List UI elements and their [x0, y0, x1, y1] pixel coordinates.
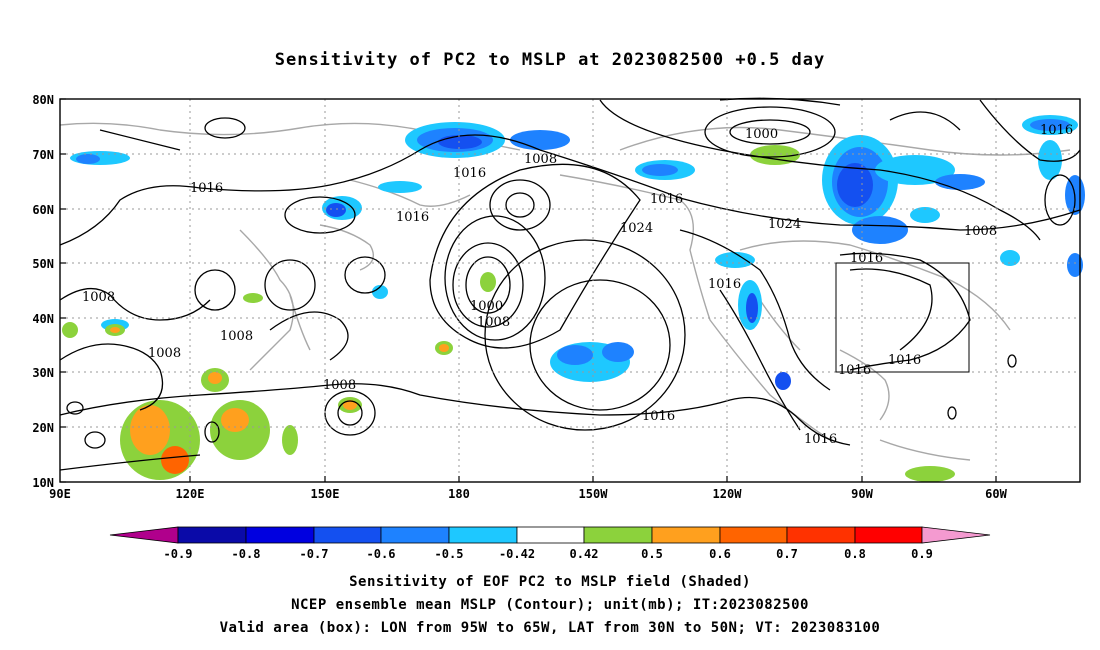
- contour-labels: 1016 1016 1016 1016 1016 1016 1016 1016 …: [82, 123, 1073, 447]
- lon-label: 90E: [49, 487, 71, 501]
- contour-label: 1016: [888, 353, 921, 368]
- colorbar-label: -0.8: [232, 547, 261, 561]
- mslp-contours: [59, 97, 1081, 471]
- lat-label: 70N: [32, 148, 54, 162]
- colorbar-bin: [854, 526, 923, 544]
- contour-label: 1024: [768, 217, 801, 232]
- contour-label: 1024: [620, 221, 653, 236]
- lon-label: 150W: [579, 487, 609, 501]
- colorbar: -0.9 -0.8 -0.7 -0.6 -0.5 -0.42 0.42 0.5 …: [109, 526, 991, 561]
- colorbar-bin: [583, 526, 653, 544]
- lat-label: 40N: [32, 312, 54, 326]
- axis-ticks: [60, 98, 997, 483]
- contour-label: 1016: [708, 277, 741, 292]
- contour-label: 1016: [190, 181, 223, 196]
- colorbar-bin: [516, 526, 585, 544]
- longitude-labels: 90E 120E 150E 180 150W 120W 90W 60W: [49, 487, 1007, 501]
- colorbar-bin: [448, 526, 518, 544]
- colorbar-bin: [786, 526, 856, 544]
- colorbar-label: 0.6: [709, 547, 731, 561]
- colorbar-label: -0.42: [499, 547, 535, 561]
- colorbar-label: -0.7: [300, 547, 329, 561]
- contour-label: 1016: [453, 166, 486, 181]
- contour-label: 1016: [1040, 123, 1073, 138]
- lat-label: 10N: [32, 476, 54, 490]
- colorbar-label: 0.8: [844, 547, 866, 561]
- valid-area-box: [835, 262, 970, 373]
- contour-label: 1008: [524, 152, 557, 167]
- caption-line-1: Sensitivity of EOF PC2 to MSLP field (Sh…: [349, 574, 751, 590]
- colorbar-bin: [719, 526, 788, 544]
- colorbar-label: 0.9: [911, 547, 933, 561]
- colorbar-max-arrow: [921, 526, 991, 544]
- lon-label: 120E: [176, 487, 205, 501]
- page-title: Sensitivity of PC2 to MSLP at 2023082500…: [274, 50, 826, 70]
- contour-label: 1008: [220, 329, 253, 344]
- contour-label: 1008: [323, 378, 356, 393]
- contour-label: 1016: [650, 192, 683, 207]
- latitude-labels: 80N 70N 60N 50N 40N 30N 20N 10N: [32, 93, 54, 490]
- lon-label: 150E: [311, 487, 340, 501]
- caption-line-3: Valid area (box): LON from 95W to 65W, L…: [219, 620, 881, 636]
- lat-label: 20N: [32, 421, 54, 435]
- lat-label: 30N: [32, 366, 54, 380]
- colorbar-min-arrow: [109, 526, 179, 544]
- colorbar-bin: [380, 526, 450, 544]
- contour-label: 1008: [477, 315, 510, 330]
- plot-frame: [59, 98, 1081, 483]
- contour-label: 1016: [642, 409, 675, 424]
- contour-label: 1008: [964, 224, 997, 239]
- contour-label: 1016: [804, 432, 837, 447]
- contour-label: 1016: [838, 363, 871, 378]
- lat-label: 60N: [32, 203, 54, 217]
- colorbar-bin: [245, 526, 315, 544]
- graticule: [60, 99, 1080, 482]
- lon-label: 120W: [713, 487, 743, 501]
- colorbar-label: -0.6: [367, 547, 396, 561]
- lon-label: 60W: [985, 487, 1007, 501]
- contour-label: 1000: [745, 127, 778, 142]
- colorbar-bin: [651, 526, 721, 544]
- lat-label: 50N: [32, 257, 54, 271]
- lon-label: 90W: [851, 487, 873, 501]
- colorbar-bin: [313, 526, 382, 544]
- colorbar-label: -0.5: [435, 547, 464, 561]
- colorbar-label: 0.7: [776, 547, 798, 561]
- colorbar-label: 0.42: [570, 547, 599, 561]
- caption-line-2: NCEP ensemble mean MSLP (Contour); unit(…: [291, 597, 809, 613]
- contour-label: 1000: [470, 299, 503, 314]
- colorbar-label: -0.9: [164, 547, 193, 561]
- colorbar-bin: [177, 526, 247, 544]
- lat-label: 80N: [32, 93, 54, 107]
- colorbar-label: 0.5: [641, 547, 663, 561]
- lon-label: 180: [448, 487, 470, 501]
- contour-label: 1008: [82, 290, 115, 305]
- contour-label: 1016: [850, 251, 883, 266]
- contour-label: 1016: [396, 210, 429, 225]
- contour-label: 1008: [148, 346, 181, 361]
